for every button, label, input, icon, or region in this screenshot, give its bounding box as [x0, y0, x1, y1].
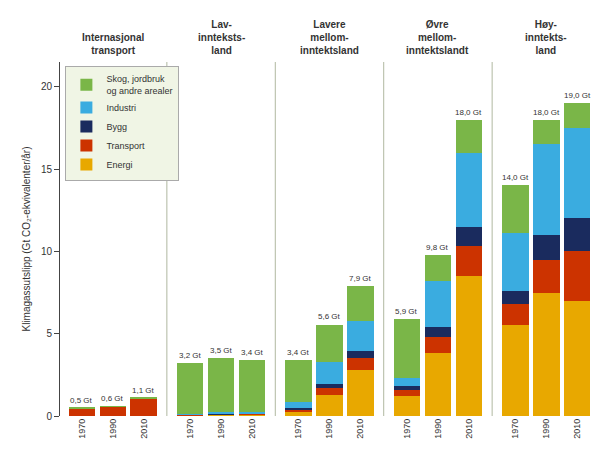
svg-text:3,4 Gt: 3,4 Gt [287, 348, 310, 357]
svg-text:5,9 Gt: 5,9 Gt [395, 307, 418, 316]
svg-text:1970: 1970 [510, 419, 520, 439]
svg-text:18,0 Gt: 18,0 Gt [533, 108, 560, 117]
svg-text:3,2 Gt: 3,2 Gt [179, 351, 202, 360]
svg-text:1990: 1990 [108, 419, 118, 439]
svg-text:Høy-inntekts-land: Høy-inntekts-land [525, 19, 567, 56]
svg-text:1970: 1970 [185, 419, 195, 439]
svg-text:Industri: Industri [106, 103, 136, 113]
svg-text:20: 20 [41, 81, 53, 92]
svg-text:7,9 Gt: 7,9 Gt [349, 274, 372, 283]
svg-text:5,6 Gt: 5,6 Gt [318, 312, 341, 321]
svg-text:10: 10 [41, 246, 53, 257]
svg-text:1990: 1990 [433, 419, 443, 439]
svg-text:2010: 2010 [464, 419, 474, 439]
svg-text:9,8 Gt: 9,8 Gt [426, 243, 449, 252]
svg-text:3,5 Gt: 3,5 Gt [210, 346, 233, 355]
svg-text:Internasjonaltransport: Internasjonaltransport [82, 32, 144, 56]
svg-text:1970: 1970 [402, 419, 412, 439]
svg-text:Øvremellom-inntektslandt: Øvremellom-inntektslandt [406, 19, 469, 56]
svg-text:18,0 Gt: 18,0 Gt [455, 108, 482, 117]
svg-text:1990: 1990 [541, 419, 551, 439]
svg-text:2010: 2010 [139, 419, 149, 439]
svg-text:Klimagassutslipp (Gt CO₂-ekviv: Klimagassutslipp (Gt CO₂-ekvivalenter/år… [21, 146, 32, 331]
svg-text:19,0 Gt: 19,0 Gt [564, 91, 591, 100]
svg-text:Laveremellom-inntektsland: Laveremellom-inntektsland [300, 19, 359, 56]
svg-text:1970: 1970 [77, 419, 87, 439]
svg-text:3,4 Gt: 3,4 Gt [241, 348, 264, 357]
svg-text:Energi: Energi [106, 160, 132, 170]
svg-text:15: 15 [41, 164, 53, 175]
svg-text:0,5 Gt: 0,5 Gt [70, 396, 93, 405]
svg-text:Lav-innteksts-land: Lav-innteksts-land [198, 19, 245, 56]
svg-text:1,1 Gt: 1,1 Gt [132, 386, 155, 395]
svg-text:Skog, jordbrukog andre arealer: Skog, jordbrukog andre arealer [106, 74, 172, 96]
svg-text:2010: 2010 [355, 419, 365, 439]
svg-text:2010: 2010 [247, 419, 257, 439]
svg-text:Transport: Transport [106, 141, 145, 151]
svg-text:1990: 1990 [324, 419, 334, 439]
svg-text:5: 5 [46, 328, 52, 339]
svg-text:2010: 2010 [572, 419, 582, 439]
svg-text:0: 0 [46, 411, 52, 422]
svg-text:1990: 1990 [216, 419, 226, 439]
svg-text:14,0 Gt: 14,0 Gt [502, 173, 529, 182]
svg-text:Bygg: Bygg [106, 122, 127, 132]
svg-text:0,6 Gt: 0,6 Gt [101, 394, 124, 403]
svg-text:1970: 1970 [293, 419, 303, 439]
